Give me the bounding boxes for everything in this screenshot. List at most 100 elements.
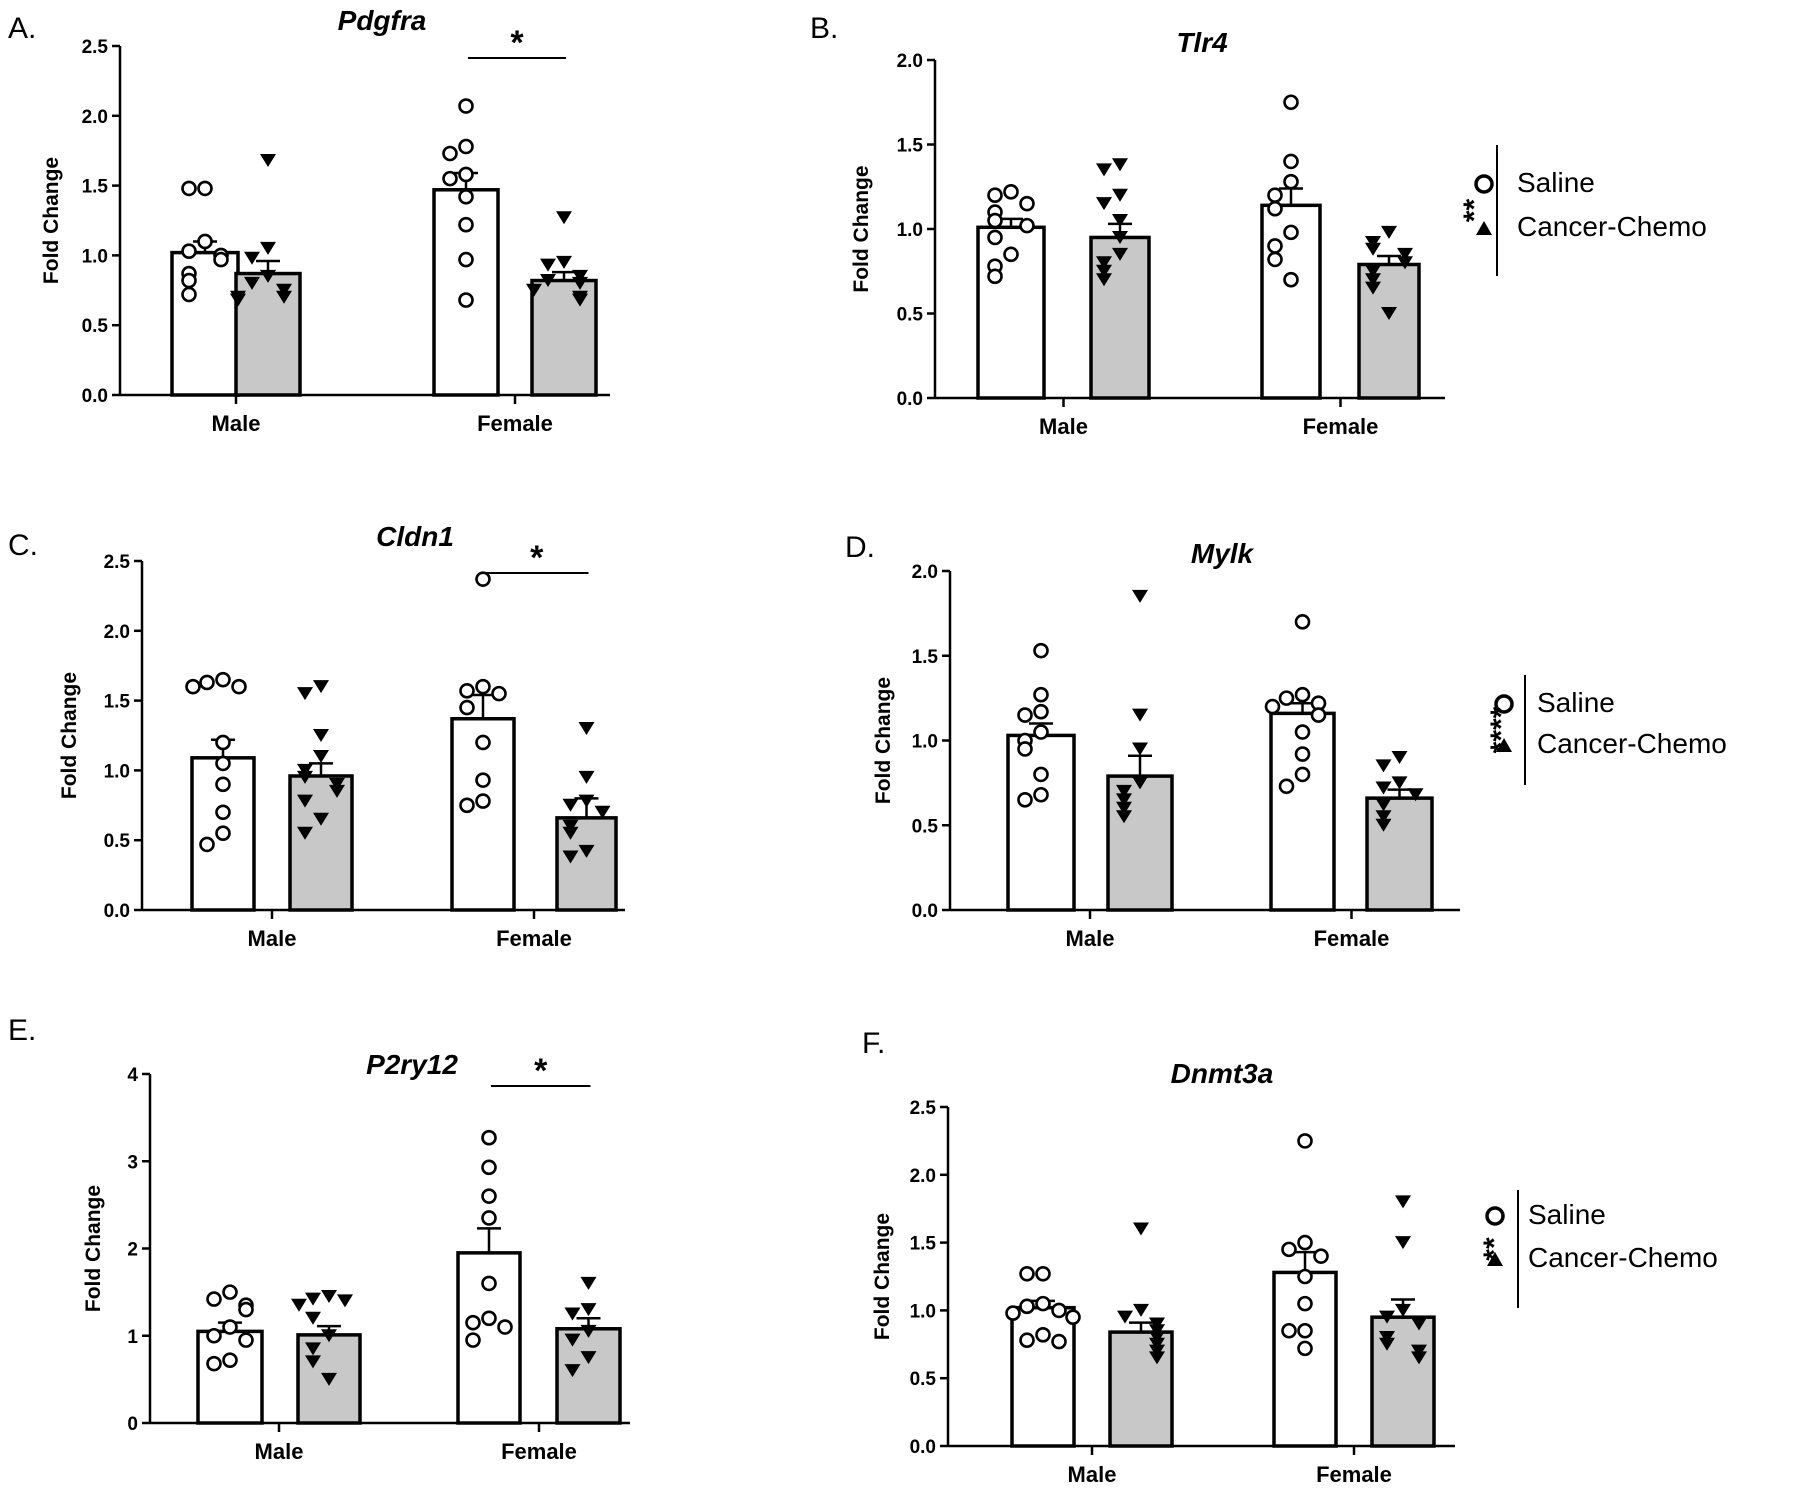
y-axis-label: Fold Change [40, 157, 63, 284]
data-point [1281, 1322, 1297, 1339]
data-point [185, 678, 201, 695]
data-point [580, 1303, 597, 1317]
significance-label: * [510, 24, 524, 62]
data-point [442, 170, 458, 187]
panel-letter: C. [8, 529, 38, 562]
y-tick-label: 1.0 [82, 246, 108, 267]
x-tick-label: Female [1316, 1462, 1392, 1487]
y-tick-label: 0.5 [912, 816, 939, 837]
data-point [1375, 781, 1392, 795]
y-tick-label: 2.0 [897, 51, 923, 72]
data-point [987, 268, 1003, 285]
y-tick-label: 0 [127, 1414, 138, 1435]
data-point [1019, 1298, 1035, 1315]
bar-female-cancer-chemo [530, 278, 598, 397]
y-tick-label: 1.0 [897, 220, 923, 241]
y-tick-label: 0.5 [104, 831, 131, 852]
x-tick-label: Female [1303, 414, 1379, 439]
data-point [1411, 1344, 1427, 1358]
y-tick-label: 1.0 [104, 761, 130, 782]
data-point [562, 819, 579, 833]
data-point [481, 1159, 497, 1176]
data-point [465, 1314, 481, 1331]
chart-title: Mylk [1191, 538, 1255, 569]
group-significance-label: **** [1485, 706, 1518, 753]
data-point [297, 794, 313, 808]
data-point [1132, 742, 1148, 756]
data-point [230, 293, 246, 307]
data-point [1375, 810, 1392, 824]
data-point [987, 229, 1003, 246]
data-point [313, 749, 329, 763]
data-point [1365, 264, 1381, 278]
data-point [1112, 158, 1128, 172]
data-point [572, 276, 588, 290]
chart-title: P2ry12 [366, 1049, 458, 1080]
panel-e: E. P2ry12 0 1 2 3 4 Fold Change Male Female * [8, 1014, 630, 1464]
data-point [481, 1210, 497, 1226]
data-point [458, 98, 474, 114]
data-point [481, 1310, 497, 1327]
data-point [1033, 703, 1049, 720]
y-axis-label: Fold Change [58, 672, 81, 799]
data-point [442, 145, 458, 162]
data-point [1019, 1265, 1035, 1282]
data-point [562, 850, 579, 864]
bar-female-cancer-chemo [1370, 1315, 1436, 1448]
x-tick-label: Male [212, 411, 261, 436]
bar-male-cancer-chemo [1106, 774, 1174, 912]
data-point [1310, 707, 1327, 723]
data-point [1294, 614, 1311, 630]
data-point [1365, 242, 1381, 256]
data-point [556, 211, 572, 225]
data-point [1278, 690, 1295, 706]
legend-cancer-chemo-marker [1476, 221, 1492, 235]
data-point [1149, 1331, 1165, 1345]
data-point [297, 687, 313, 701]
data-point [1112, 214, 1128, 228]
data-point [199, 836, 215, 853]
panel-a: A. Pdgfra 0.0 0.5 1.0 1.5 2.0 2.5 Fold Change Mal… [8, 5, 610, 436]
data-point [1112, 188, 1128, 202]
data-point [181, 286, 197, 303]
significance-label: * [530, 539, 544, 577]
chart-title: Dnmt3a [1171, 1058, 1274, 1089]
x-tick-label: Female [477, 411, 553, 436]
legend-cancer-chemo-label: Cancer-Chemo [1528, 1242, 1718, 1273]
data-point [1379, 1337, 1395, 1351]
y-axis-label: Fold Change [871, 1213, 894, 1340]
data-point [1411, 1317, 1427, 1331]
data-point [181, 243, 197, 260]
significance-label: * [534, 1052, 548, 1090]
data-point [215, 776, 231, 793]
x-tick-label: Male [255, 1439, 304, 1464]
data-point [1365, 281, 1381, 295]
y-tick-label: 2.0 [910, 1166, 936, 1187]
data-point [1375, 798, 1392, 812]
y-tick-label: 2 [127, 1240, 138, 1261]
data-point [1051, 1302, 1067, 1319]
data-point [197, 233, 213, 250]
data-point [564, 1307, 581, 1321]
x-tick-label: Female [1314, 926, 1390, 951]
data-point [1267, 200, 1283, 217]
y-tick-label: 1 [127, 1327, 138, 1348]
data-point [1283, 94, 1299, 111]
legend-cancer-chemo-marker [1487, 1252, 1503, 1266]
y-tick-label: 0.5 [897, 305, 924, 326]
data-point [1019, 195, 1035, 212]
legend-saline-label: Saline [1517, 167, 1595, 198]
data-point [1381, 307, 1397, 320]
data-point [1132, 776, 1148, 790]
y-axis-label: Fold Change [850, 165, 873, 292]
data-point [305, 1292, 321, 1306]
legend-saline-marker [1474, 174, 1494, 194]
y-axis-label: Fold Change [82, 1185, 105, 1312]
y-tick-label: 3 [127, 1152, 138, 1173]
data-point [305, 1311, 321, 1325]
y-tick-label: 0.0 [910, 1437, 936, 1458]
data-point [1017, 792, 1033, 808]
data-point [564, 1333, 581, 1347]
data-point [580, 1276, 597, 1290]
data-point [222, 1284, 238, 1300]
